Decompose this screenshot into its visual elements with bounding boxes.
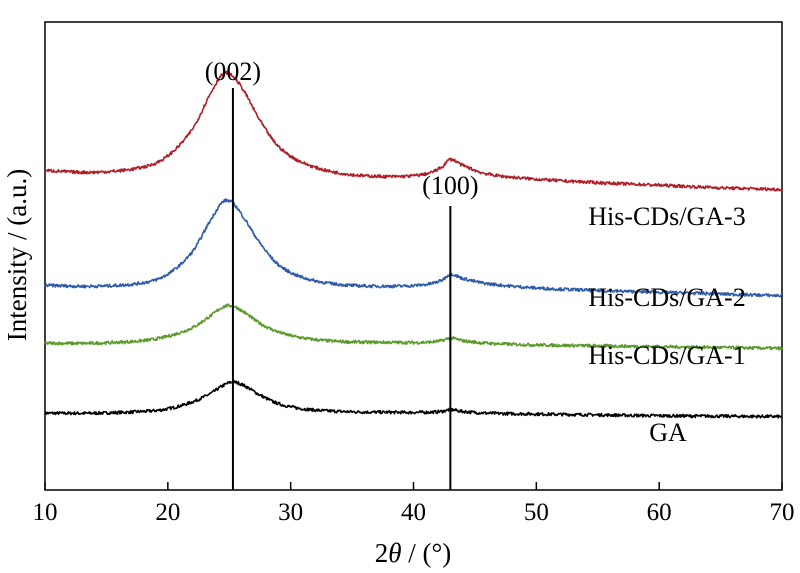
x-ticks: 10 20 30 40 50 60 70: [33, 482, 795, 526]
x-tick-label: 30: [278, 499, 303, 526]
x-tick-label: 20: [155, 499, 180, 526]
series-line-2: [44, 198, 783, 298]
series-label: His-CDs/GA-1: [588, 341, 745, 370]
x-tick-label: 50: [524, 499, 549, 526]
x-axis-label: 2θ / (°): [375, 538, 452, 568]
series-label: His-CDs/GA-3: [588, 202, 745, 231]
y-axis-label: Intensity / (a.u.): [2, 169, 32, 341]
series-line-3: [44, 70, 783, 192]
series-line-1: [44, 303, 783, 351]
peak-markers: (002) (100): [205, 57, 479, 490]
series-labels: GA His-CDs/GA-1 His-CDs/GA-2 His-CDs/GA-3: [588, 202, 745, 447]
x-tick-label: 40: [401, 499, 426, 526]
x-tick-label: 60: [647, 499, 672, 526]
series-label: His-CDs/GA-2: [588, 283, 745, 312]
peak-label: (100): [422, 171, 478, 200]
series-line-0: [44, 380, 783, 419]
x-tick-label: 70: [770, 499, 795, 526]
peak-label: (002): [205, 57, 261, 86]
series-group: [44, 70, 783, 419]
x-tick-label: 10: [33, 499, 58, 526]
series-label: GA: [649, 418, 687, 447]
